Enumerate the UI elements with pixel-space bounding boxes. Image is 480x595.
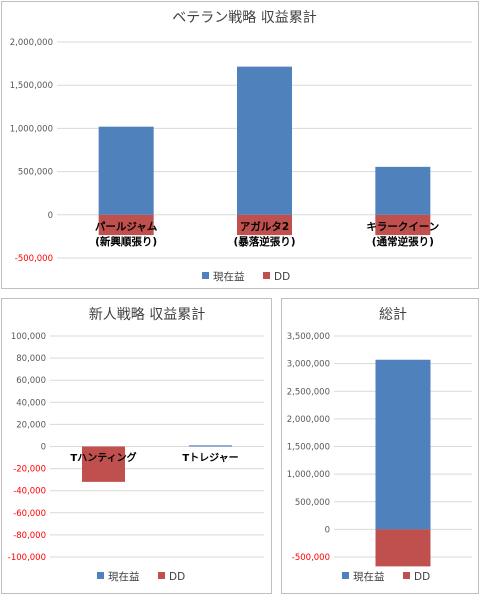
y-tick-label: 1,500,000	[287, 443, 330, 453]
legend-label: DD	[169, 571, 185, 583]
category-label: (通常逆張り)	[372, 235, 434, 248]
y-tick-label: 0	[48, 211, 53, 221]
bar-current-profit	[375, 166, 431, 215]
legend-label: DD	[414, 571, 430, 583]
legend-swatch	[202, 272, 209, 279]
y-tick-label: 80,000	[16, 354, 46, 364]
legend-swatch	[158, 572, 165, 579]
bar-current-profit	[375, 359, 431, 530]
y-tick-label: 2,500,000	[287, 387, 330, 397]
y-tick-label: -100,000	[8, 553, 46, 563]
chart-veteran-panel: ベテラン戦略 収益累計 -500,000 0 500,000 1,000,000 1,50…	[1, 1, 479, 289]
y-tick-label: 0	[325, 525, 330, 535]
y-tick-label: -500,000	[15, 254, 53, 264]
y-tick-label: 20,000	[16, 420, 46, 430]
category-label: アガルタ2	[240, 220, 289, 233]
y-tick-label: 500,000	[295, 498, 330, 508]
y-tick-label: -20,000	[13, 465, 46, 475]
legend-label: 現在益	[108, 570, 140, 583]
chart-newbie-panel: 新人戦略 収益累計 -100,000 -80,000 -60,000 -40,000 -2…	[1, 298, 272, 594]
y-tick-label: 100,000	[11, 332, 46, 342]
chart-title: 総計	[379, 307, 407, 323]
bar-dd	[375, 529, 431, 567]
chart-total: 総計 -500,000 0 500,000 1,000,000 1,500,000 2,00…	[287, 307, 472, 583]
legend-label: 現在益	[213, 270, 245, 283]
legend-label: 現在益	[353, 570, 385, 583]
legend-label: DD	[274, 271, 290, 283]
y-tick-label: 3,000,000	[287, 360, 330, 370]
y-tick-label: 1,000,000	[10, 124, 53, 134]
bar-dd	[98, 214, 154, 236]
chart-newbie: 新人戦略 収益累計 -100,000 -80,000 -60,000 -40,000 -2…	[8, 307, 264, 583]
legend-swatch	[97, 572, 104, 579]
chart-total-panel: 総計 -500,000 0 500,000 1,000,000 1,500,000 2,00…	[281, 298, 479, 594]
category-label: (暴落逆張り)	[233, 235, 295, 248]
bar-dd	[82, 446, 125, 482]
y-tick-label: 60,000	[16, 376, 46, 386]
y-tick-label: 1,500,000	[10, 81, 53, 91]
legend-swatch	[403, 572, 410, 579]
chart-veteran: ベテラン戦略 収益累計 -500,000 0 500,000 1,000,000 1,50…	[10, 10, 472, 283]
chart-title: 新人戦略 収益累計	[89, 307, 205, 323]
bar-current-profit	[237, 66, 292, 215]
category-label: Tトレジャー	[182, 452, 238, 464]
y-tick-label: 2,000,000	[287, 415, 330, 425]
legend-swatch	[342, 572, 349, 579]
y-tick-label: 2,000,000	[10, 38, 53, 48]
bar-current-profit	[189, 445, 232, 447]
y-tick-label: 1,000,000	[287, 470, 330, 480]
legend-swatch	[263, 272, 270, 279]
bar-current-profit	[98, 126, 154, 215]
bar-dd	[237, 214, 292, 236]
y-tick-label: -80,000	[13, 531, 46, 541]
y-tick-label: 0	[41, 443, 46, 453]
y-tick-label: -500,000	[292, 553, 330, 563]
category-label: (新興順張り)	[95, 235, 157, 248]
y-tick-label: -40,000	[13, 487, 46, 497]
bar-dd	[375, 214, 431, 236]
category-label: キラークイーン	[366, 221, 439, 233]
y-tick-label: 3,500,000	[287, 332, 330, 342]
category-label: Tハンティング	[70, 451, 136, 464]
y-tick-label: 500,000	[18, 168, 53, 178]
category-label: パールジャム	[95, 221, 158, 233]
y-tick-label: 40,000	[16, 398, 46, 408]
chart-title: ベテラン戦略 収益累計	[172, 10, 316, 26]
y-tick-label: -60,000	[13, 509, 46, 519]
